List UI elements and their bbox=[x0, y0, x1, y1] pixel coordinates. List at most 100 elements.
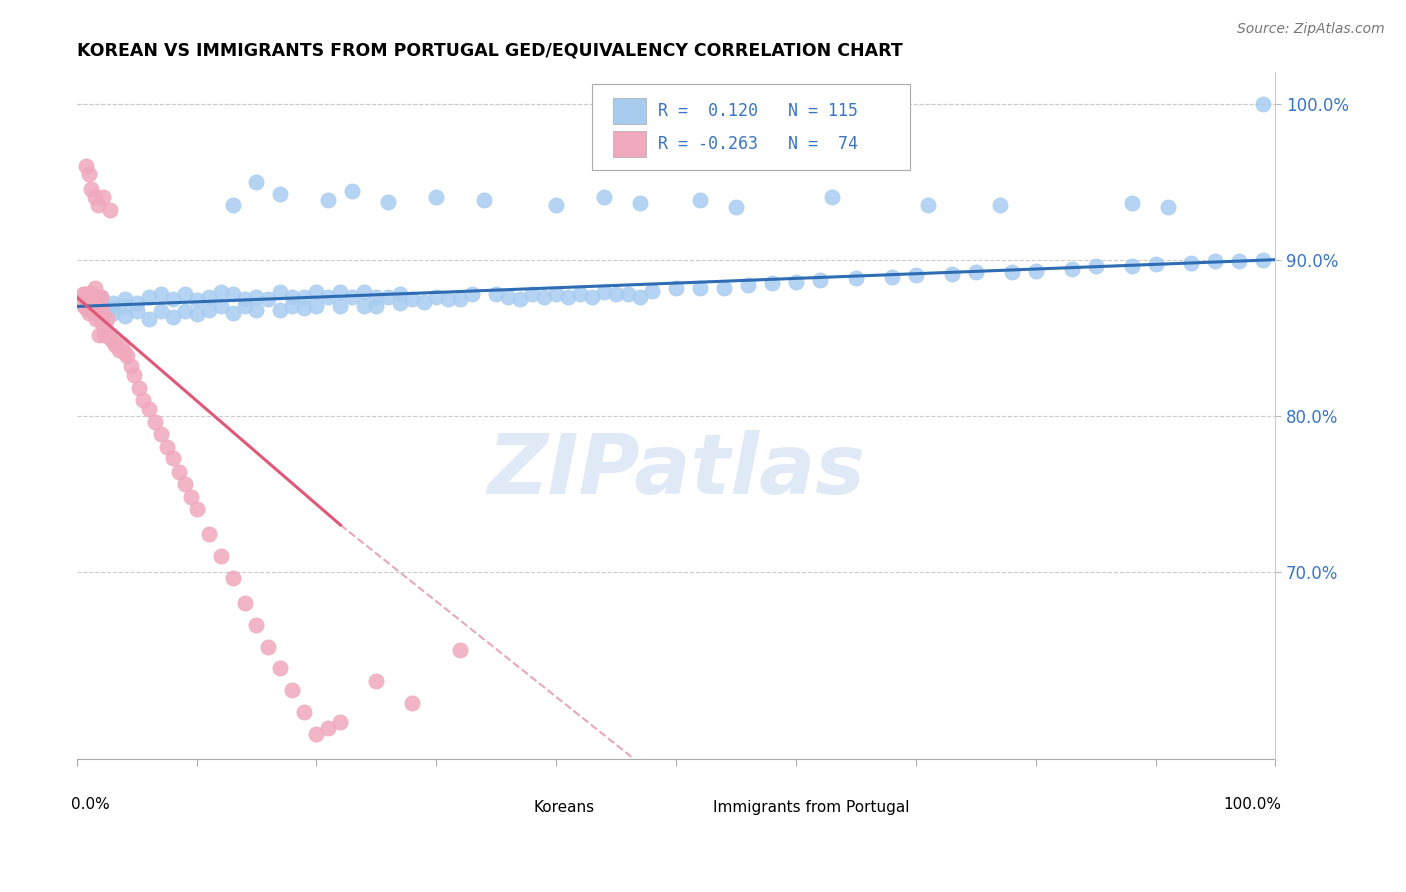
Point bbox=[77, 306, 100, 320]
Point bbox=[628, 290, 651, 304]
Point bbox=[93, 327, 115, 342]
Point bbox=[318, 194, 340, 208]
Point bbox=[294, 705, 316, 719]
Point bbox=[143, 415, 166, 429]
Point bbox=[509, 292, 531, 306]
Point bbox=[689, 194, 711, 208]
Point bbox=[389, 296, 412, 310]
Point bbox=[1001, 265, 1024, 279]
Point bbox=[294, 301, 316, 315]
Point bbox=[80, 302, 103, 317]
Point bbox=[91, 318, 114, 333]
Point bbox=[76, 287, 98, 301]
Point bbox=[162, 450, 184, 465]
Point bbox=[496, 290, 519, 304]
Point bbox=[329, 285, 352, 300]
Point bbox=[425, 290, 447, 304]
Point bbox=[104, 338, 127, 352]
Point bbox=[593, 285, 616, 300]
Point bbox=[221, 287, 243, 301]
Point bbox=[546, 287, 568, 301]
Point bbox=[761, 276, 783, 290]
Point bbox=[1229, 254, 1251, 268]
Point bbox=[98, 331, 121, 345]
Point bbox=[245, 175, 267, 189]
Point bbox=[75, 290, 97, 304]
Point bbox=[101, 301, 124, 315]
Point bbox=[162, 310, 184, 325]
Point bbox=[209, 285, 232, 300]
Text: R =  0.120   N = 115: R = 0.120 N = 115 bbox=[658, 102, 858, 120]
Text: ZIPatlas: ZIPatlas bbox=[486, 430, 865, 511]
Point bbox=[91, 190, 114, 204]
Point bbox=[75, 287, 97, 301]
Point bbox=[593, 190, 616, 204]
Point bbox=[1144, 257, 1167, 271]
Point bbox=[77, 287, 100, 301]
Point bbox=[713, 281, 735, 295]
Point bbox=[197, 527, 219, 541]
Point bbox=[401, 292, 423, 306]
Point bbox=[281, 300, 304, 314]
Point bbox=[114, 292, 136, 306]
Point bbox=[173, 304, 195, 318]
Point bbox=[1180, 256, 1202, 270]
Point bbox=[173, 287, 195, 301]
Point bbox=[269, 302, 291, 317]
Point bbox=[617, 287, 640, 301]
Point bbox=[1156, 200, 1178, 214]
Point bbox=[377, 194, 399, 209]
Point bbox=[96, 312, 118, 326]
Point bbox=[281, 290, 304, 304]
Point bbox=[546, 198, 568, 212]
Text: Immigrants from Portugal: Immigrants from Portugal bbox=[713, 799, 910, 814]
Point bbox=[281, 683, 304, 698]
Point bbox=[83, 190, 105, 204]
Point bbox=[413, 294, 436, 309]
Point bbox=[72, 287, 94, 301]
Point bbox=[522, 287, 544, 301]
Point bbox=[75, 159, 97, 173]
Point bbox=[245, 617, 267, 632]
Text: 0.0%: 0.0% bbox=[70, 797, 110, 812]
Point bbox=[114, 300, 136, 314]
Point bbox=[1084, 259, 1107, 273]
Point bbox=[79, 287, 101, 301]
Point bbox=[209, 300, 232, 314]
Point bbox=[449, 292, 471, 306]
Point bbox=[122, 368, 145, 383]
Point bbox=[75, 301, 97, 315]
Point bbox=[221, 306, 243, 320]
Point bbox=[737, 277, 759, 292]
Point bbox=[269, 285, 291, 300]
Point bbox=[401, 696, 423, 710]
Point bbox=[305, 285, 328, 300]
Point bbox=[318, 721, 340, 735]
Point bbox=[128, 381, 150, 395]
Point bbox=[115, 350, 138, 364]
Text: Koreans: Koreans bbox=[533, 799, 595, 814]
Point bbox=[97, 327, 120, 342]
Point bbox=[80, 287, 103, 301]
Point bbox=[269, 187, 291, 202]
Text: 100.0%: 100.0% bbox=[1223, 797, 1281, 812]
Point bbox=[808, 273, 831, 287]
Point bbox=[221, 198, 243, 212]
Point bbox=[689, 281, 711, 295]
Point bbox=[87, 290, 110, 304]
Point bbox=[90, 290, 112, 304]
Point bbox=[186, 293, 208, 308]
Point bbox=[125, 296, 148, 310]
Point bbox=[197, 302, 219, 317]
Point bbox=[724, 200, 747, 214]
Point bbox=[149, 304, 172, 318]
Point bbox=[366, 290, 388, 304]
Point bbox=[73, 300, 96, 314]
Point bbox=[245, 302, 267, 317]
Point bbox=[82, 287, 104, 301]
Point bbox=[221, 571, 243, 585]
Point bbox=[294, 290, 316, 304]
Text: Source: ZipAtlas.com: Source: ZipAtlas.com bbox=[1237, 22, 1385, 37]
Point bbox=[353, 300, 375, 314]
Point bbox=[233, 300, 256, 314]
